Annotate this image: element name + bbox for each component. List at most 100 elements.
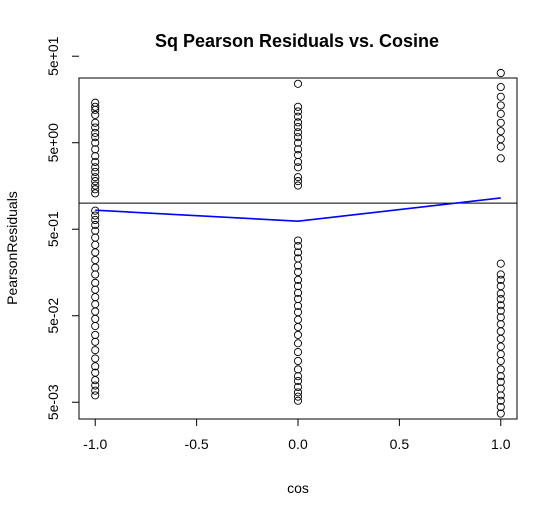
data-point xyxy=(91,167,100,176)
data-point xyxy=(496,320,505,329)
data-point xyxy=(91,157,100,166)
data-point xyxy=(91,354,100,363)
data-point xyxy=(91,102,100,111)
data-point xyxy=(496,68,505,78)
data-point xyxy=(496,92,505,101)
data-point xyxy=(293,107,303,116)
x-axis-label: cos xyxy=(287,480,309,496)
y-axis-label: PearsonResiduals xyxy=(4,191,20,305)
points-layer xyxy=(91,68,505,418)
data-point xyxy=(293,267,303,277)
data-point xyxy=(91,300,100,309)
data-point xyxy=(91,233,100,242)
data-point xyxy=(91,133,100,142)
data-point xyxy=(496,142,505,151)
data-point xyxy=(91,285,100,294)
data-point xyxy=(91,368,100,377)
data-point xyxy=(91,185,100,194)
data-point xyxy=(91,263,100,272)
y-tick-label: 5e-02 xyxy=(45,298,61,334)
data-point xyxy=(293,248,303,257)
data-point xyxy=(496,384,505,393)
x-tick-label: -0.5 xyxy=(185,436,209,452)
data-point xyxy=(496,342,505,351)
data-point xyxy=(293,392,303,401)
data-point xyxy=(293,128,303,137)
data-point xyxy=(293,282,303,291)
data-point xyxy=(91,240,100,249)
y-axis: 5e-03 5e-02 5e-01 5e+00 5e+01 xyxy=(45,36,79,420)
data-point xyxy=(91,118,100,127)
data-point xyxy=(496,135,505,144)
data-point xyxy=(91,278,100,287)
data-point xyxy=(496,289,505,298)
data-point xyxy=(496,270,505,279)
data-point xyxy=(91,177,100,186)
data-point xyxy=(91,128,100,137)
data-point xyxy=(496,127,505,136)
data-point xyxy=(293,112,303,121)
data-point xyxy=(293,254,303,263)
data-point xyxy=(496,275,505,284)
data-point xyxy=(91,173,100,182)
data-point xyxy=(496,365,505,374)
data-point xyxy=(293,157,303,166)
data-point xyxy=(293,330,303,339)
data-point xyxy=(293,372,303,381)
data-point xyxy=(293,365,303,374)
data-point xyxy=(293,356,303,366)
data-point xyxy=(496,334,505,343)
data-point xyxy=(496,391,505,400)
data-point xyxy=(496,101,505,110)
data-point xyxy=(293,315,303,324)
data-point xyxy=(293,322,303,332)
data-point xyxy=(293,275,303,284)
data-point xyxy=(91,256,100,265)
x-tick-label: 0.0 xyxy=(288,436,308,452)
data-point xyxy=(293,133,303,142)
data-point xyxy=(293,308,303,317)
data-point xyxy=(293,79,303,88)
data-point xyxy=(496,402,505,412)
smooth-line xyxy=(95,197,501,222)
data-point xyxy=(91,321,100,331)
data-point xyxy=(496,377,505,386)
x-tick-label: 1.0 xyxy=(491,436,511,452)
data-point xyxy=(91,138,100,147)
data-point xyxy=(91,226,100,235)
data-point xyxy=(293,138,303,147)
data-point xyxy=(91,381,100,390)
data-point xyxy=(496,154,505,163)
data-point xyxy=(496,294,505,304)
data-point xyxy=(91,189,100,198)
data-point xyxy=(91,211,100,220)
data-point xyxy=(496,409,505,418)
x-axis: -1.0 -0.5 0.0 0.5 1.0 xyxy=(83,419,511,452)
x-tick-label: 0.5 xyxy=(390,436,410,452)
data-point xyxy=(496,313,505,322)
y-tick-label: 5e+00 xyxy=(45,123,61,163)
data-point xyxy=(293,102,303,111)
data-point xyxy=(91,98,100,107)
data-point xyxy=(293,339,303,348)
data-point xyxy=(91,215,100,225)
data-point xyxy=(91,123,100,132)
data-point xyxy=(496,350,505,359)
data-point xyxy=(91,330,100,339)
data-point xyxy=(293,396,303,405)
data-point xyxy=(293,382,303,392)
data-point xyxy=(293,177,303,186)
data-point xyxy=(496,109,505,118)
chart-title: Sq Pearson Residuals vs. Cosine xyxy=(155,31,439,51)
data-point xyxy=(496,396,505,405)
data-point xyxy=(91,163,100,172)
data-point xyxy=(496,282,505,291)
data-point xyxy=(293,348,303,357)
data-point xyxy=(293,163,303,172)
data-point xyxy=(293,145,303,154)
y-tick-label: 5e+01 xyxy=(45,36,61,76)
data-point xyxy=(293,294,303,304)
data-point xyxy=(91,307,100,316)
data-point xyxy=(293,388,303,397)
data-point xyxy=(496,372,505,381)
